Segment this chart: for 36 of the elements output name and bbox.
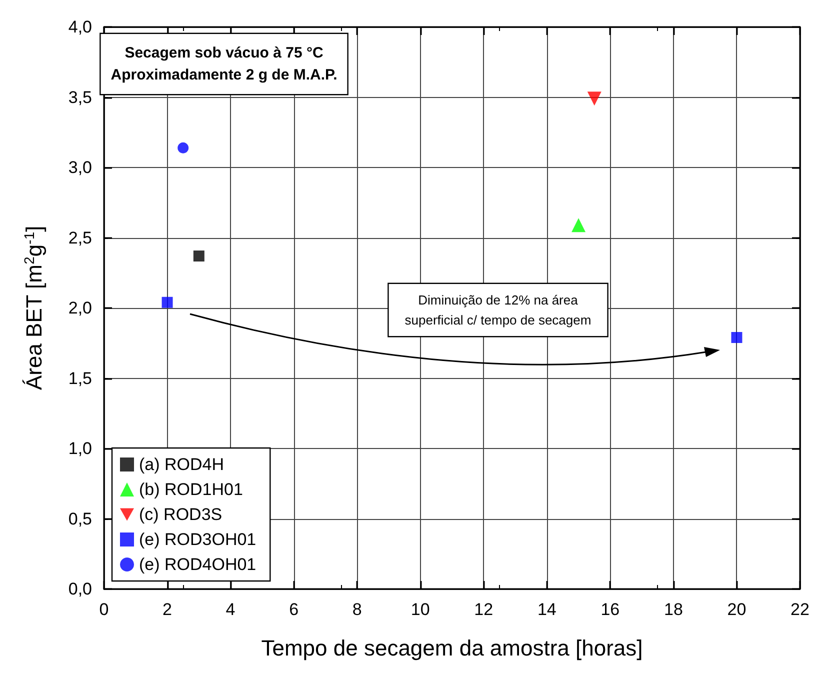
y-tick-label: 2,0 <box>68 298 92 318</box>
legend-label: (b) ROD1H01 <box>139 480 243 499</box>
x-tick-label: 16 <box>600 600 620 619</box>
x-tick-label: 10 <box>410 600 430 619</box>
annotation: Diminuição de 12% na área superficial c/ tempo de secagem <box>404 292 592 328</box>
legend-label: (c) ROD3S <box>139 505 222 524</box>
y-tick-label: 3,0 <box>68 158 92 177</box>
y-tick-label: 0,5 <box>68 509 92 528</box>
y-tick-label: 1,5 <box>68 368 92 388</box>
y-axis-title: Área BET [m2g-1] <box>21 226 46 390</box>
x-tick-label: 8 <box>352 600 362 619</box>
x-tick-label: 0 <box>99 600 109 619</box>
x-axis-title: Tempo de secagem da amostra [horas] <box>261 636 643 660</box>
x-tick-label: 4 <box>226 600 236 619</box>
point <box>178 142 189 154</box>
y-tick-label: 4,0 <box>68 18 92 36</box>
x-tick-label: 2 <box>162 600 172 619</box>
point <box>731 332 742 344</box>
legend-label: (e) ROD3OH01 <box>139 530 256 549</box>
annotation: Secagem sob vácuo à 75 °C Aproximadamente 2 g de M.A.P. <box>110 44 338 84</box>
x-tick-label: 22 <box>790 600 810 619</box>
legend-label: (e) ROD4OH01 <box>139 555 256 574</box>
legend-label: (a) ROD4H <box>139 455 224 474</box>
x-tick-label: 6 <box>289 600 299 619</box>
x-tick-label: 18 <box>664 600 683 619</box>
x-tick-label: 14 <box>537 600 556 619</box>
x-tick-label: 12 <box>474 600 494 619</box>
x-tick-label: 20 <box>727 600 746 619</box>
point <box>572 218 586 232</box>
y-tick-label: 0,0 <box>68 580 92 598</box>
point <box>587 92 602 106</box>
y-tick-label: 2,5 <box>68 228 92 248</box>
point <box>193 250 204 262</box>
y-tick-label: 3,5 <box>68 88 92 107</box>
y-tick-label: 1,0 <box>68 439 92 458</box>
point <box>162 296 173 308</box>
